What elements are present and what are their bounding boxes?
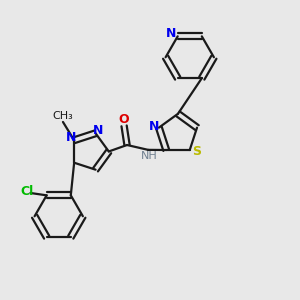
Text: S: S (192, 145, 201, 158)
Text: N: N (148, 120, 159, 133)
Text: Cl: Cl (20, 185, 34, 198)
Text: N: N (166, 28, 176, 40)
Text: N: N (93, 124, 104, 137)
Text: O: O (119, 113, 129, 127)
Text: NH: NH (141, 151, 158, 161)
Text: CH₃: CH₃ (52, 111, 73, 121)
Text: N: N (65, 131, 76, 144)
